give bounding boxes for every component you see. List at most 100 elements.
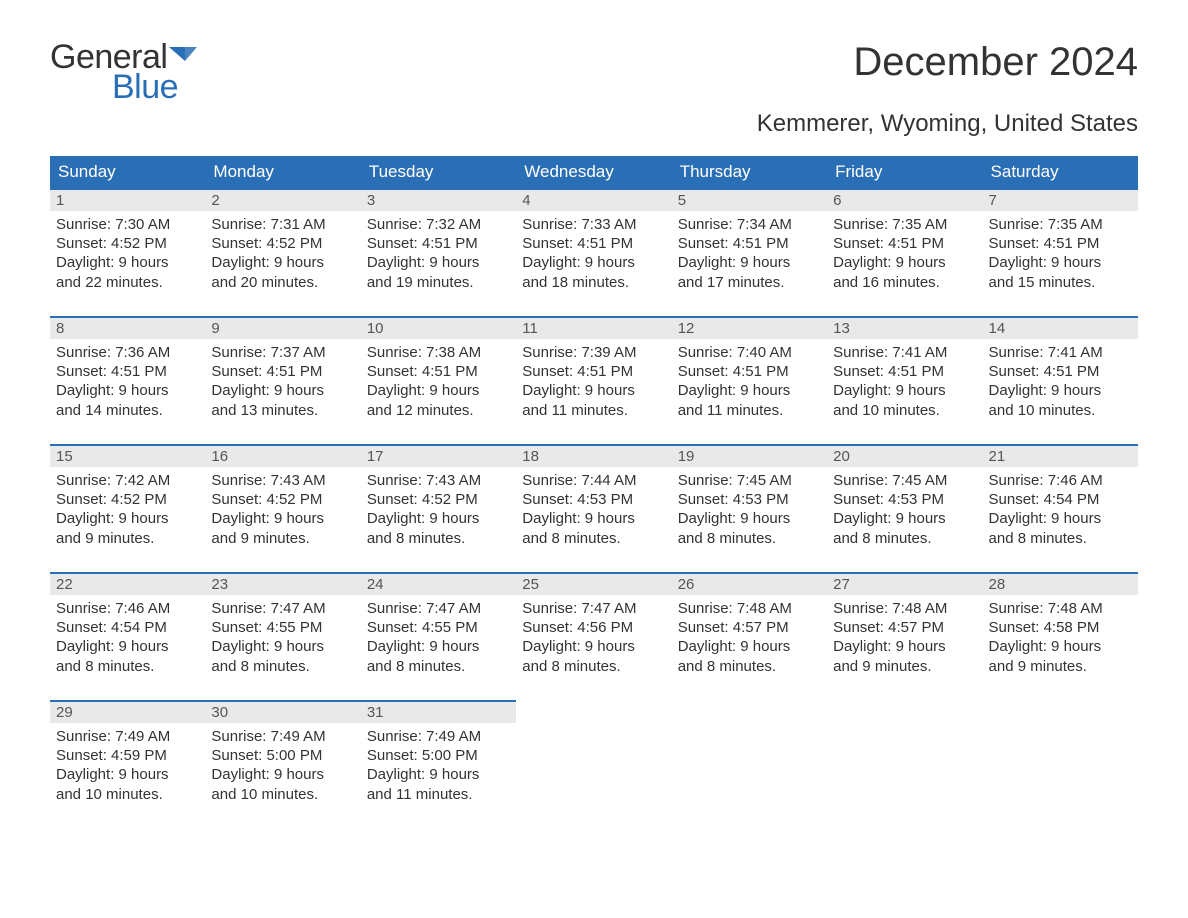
logo: General Blue xyxy=(50,40,197,104)
weekday-header: Wednesday xyxy=(516,156,671,189)
day-line-d2: and 20 minutes. xyxy=(211,273,354,292)
day-number: 15 xyxy=(50,446,205,467)
day-line-ss: Sunset: 4:58 PM xyxy=(989,618,1132,637)
calendar-week-row: 1Sunrise: 7:30 AMSunset: 4:52 PMDaylight… xyxy=(50,189,1138,317)
calendar-day-cell: 6Sunrise: 7:35 AMSunset: 4:51 PMDaylight… xyxy=(827,189,982,317)
day-details: Sunrise: 7:45 AMSunset: 4:53 PMDaylight:… xyxy=(672,467,827,554)
day-details: Sunrise: 7:31 AMSunset: 4:52 PMDaylight:… xyxy=(205,211,360,298)
calendar-day-cell: 4Sunrise: 7:33 AMSunset: 4:51 PMDaylight… xyxy=(516,189,671,317)
day-line-sr: Sunrise: 7:38 AM xyxy=(367,343,510,362)
day-number: 26 xyxy=(672,574,827,595)
calendar-day-cell xyxy=(516,701,671,829)
day-line-sr: Sunrise: 7:30 AM xyxy=(56,215,199,234)
day-line-d2: and 9 minutes. xyxy=(56,529,199,548)
day-details: Sunrise: 7:46 AMSunset: 4:54 PMDaylight:… xyxy=(50,595,205,682)
day-line-d2: and 12 minutes. xyxy=(367,401,510,420)
day-details: Sunrise: 7:45 AMSunset: 4:53 PMDaylight:… xyxy=(827,467,982,554)
calendar-day-cell: 11Sunrise: 7:39 AMSunset: 4:51 PMDayligh… xyxy=(516,317,671,445)
day-line-d2: and 11 minutes. xyxy=(678,401,821,420)
day-details: Sunrise: 7:32 AMSunset: 4:51 PMDaylight:… xyxy=(361,211,516,298)
day-line-d1: Daylight: 9 hours xyxy=(833,253,976,272)
calendar-day-cell: 26Sunrise: 7:48 AMSunset: 4:57 PMDayligh… xyxy=(672,573,827,701)
calendar-day-cell: 19Sunrise: 7:45 AMSunset: 4:53 PMDayligh… xyxy=(672,445,827,573)
day-line-d1: Daylight: 9 hours xyxy=(522,381,665,400)
day-details: Sunrise: 7:47 AMSunset: 4:55 PMDaylight:… xyxy=(361,595,516,682)
day-line-ss: Sunset: 4:51 PM xyxy=(833,234,976,253)
day-line-d1: Daylight: 9 hours xyxy=(56,381,199,400)
day-line-ss: Sunset: 4:51 PM xyxy=(56,362,199,381)
day-details: Sunrise: 7:46 AMSunset: 4:54 PMDaylight:… xyxy=(983,467,1138,554)
day-number: 4 xyxy=(516,190,671,211)
day-line-sr: Sunrise: 7:49 AM xyxy=(56,727,199,746)
day-line-sr: Sunrise: 7:42 AM xyxy=(56,471,199,490)
calendar-day-cell: 14Sunrise: 7:41 AMSunset: 4:51 PMDayligh… xyxy=(983,317,1138,445)
day-line-sr: Sunrise: 7:41 AM xyxy=(833,343,976,362)
day-line-sr: Sunrise: 7:41 AM xyxy=(989,343,1132,362)
day-line-d2: and 8 minutes. xyxy=(367,657,510,676)
day-details: Sunrise: 7:47 AMSunset: 4:56 PMDaylight:… xyxy=(516,595,671,682)
day-line-d1: Daylight: 9 hours xyxy=(367,253,510,272)
day-line-sr: Sunrise: 7:33 AM xyxy=(522,215,665,234)
day-line-sr: Sunrise: 7:47 AM xyxy=(211,599,354,618)
day-details: Sunrise: 7:35 AMSunset: 4:51 PMDaylight:… xyxy=(827,211,982,298)
calendar-day-cell: 20Sunrise: 7:45 AMSunset: 4:53 PMDayligh… xyxy=(827,445,982,573)
day-line-sr: Sunrise: 7:43 AM xyxy=(211,471,354,490)
day-line-d1: Daylight: 9 hours xyxy=(367,765,510,784)
day-details: Sunrise: 7:37 AMSunset: 4:51 PMDaylight:… xyxy=(205,339,360,426)
day-line-d2: and 10 minutes. xyxy=(56,785,199,804)
day-line-d1: Daylight: 9 hours xyxy=(989,253,1132,272)
day-details: Sunrise: 7:49 AMSunset: 4:59 PMDaylight:… xyxy=(50,723,205,810)
day-number: 5 xyxy=(672,190,827,211)
day-line-d1: Daylight: 9 hours xyxy=(211,253,354,272)
day-line-ss: Sunset: 4:57 PM xyxy=(833,618,976,637)
day-details: Sunrise: 7:48 AMSunset: 4:58 PMDaylight:… xyxy=(983,595,1138,682)
day-details: Sunrise: 7:36 AMSunset: 4:51 PMDaylight:… xyxy=(50,339,205,426)
day-line-ss: Sunset: 4:51 PM xyxy=(678,362,821,381)
day-details: Sunrise: 7:49 AMSunset: 5:00 PMDaylight:… xyxy=(205,723,360,810)
day-line-ss: Sunset: 4:54 PM xyxy=(56,618,199,637)
day-number: 2 xyxy=(205,190,360,211)
day-line-d1: Daylight: 9 hours xyxy=(367,637,510,656)
day-number: 28 xyxy=(983,574,1138,595)
logo-word2: Blue xyxy=(112,70,197,104)
day-line-ss: Sunset: 4:51 PM xyxy=(367,362,510,381)
calendar-day-cell: 13Sunrise: 7:41 AMSunset: 4:51 PMDayligh… xyxy=(827,317,982,445)
day-line-sr: Sunrise: 7:35 AM xyxy=(833,215,976,234)
day-line-sr: Sunrise: 7:49 AM xyxy=(367,727,510,746)
day-details: Sunrise: 7:41 AMSunset: 4:51 PMDaylight:… xyxy=(827,339,982,426)
day-line-d2: and 11 minutes. xyxy=(522,401,665,420)
day-line-ss: Sunset: 5:00 PM xyxy=(211,746,354,765)
day-line-d2: and 13 minutes. xyxy=(211,401,354,420)
calendar-day-cell: 25Sunrise: 7:47 AMSunset: 4:56 PMDayligh… xyxy=(516,573,671,701)
day-line-d1: Daylight: 9 hours xyxy=(211,381,354,400)
day-line-d2: and 22 minutes. xyxy=(56,273,199,292)
day-line-sr: Sunrise: 7:47 AM xyxy=(522,599,665,618)
day-number: 1 xyxy=(50,190,205,211)
day-line-ss: Sunset: 4:51 PM xyxy=(833,362,976,381)
weekday-header-row: SundayMondayTuesdayWednesdayThursdayFrid… xyxy=(50,156,1138,189)
calendar-day-cell: 16Sunrise: 7:43 AMSunset: 4:52 PMDayligh… xyxy=(205,445,360,573)
day-details: Sunrise: 7:43 AMSunset: 4:52 PMDaylight:… xyxy=(205,467,360,554)
day-line-d1: Daylight: 9 hours xyxy=(56,637,199,656)
day-line-d2: and 9 minutes. xyxy=(989,657,1132,676)
day-line-ss: Sunset: 4:52 PM xyxy=(367,490,510,509)
day-details: Sunrise: 7:30 AMSunset: 4:52 PMDaylight:… xyxy=(50,211,205,298)
day-number: 12 xyxy=(672,318,827,339)
day-line-ss: Sunset: 4:53 PM xyxy=(522,490,665,509)
day-line-d2: and 14 minutes. xyxy=(56,401,199,420)
day-line-d2: and 10 minutes. xyxy=(989,401,1132,420)
calendar-day-cell: 18Sunrise: 7:44 AMSunset: 4:53 PMDayligh… xyxy=(516,445,671,573)
calendar-day-cell: 8Sunrise: 7:36 AMSunset: 4:51 PMDaylight… xyxy=(50,317,205,445)
day-details: Sunrise: 7:48 AMSunset: 4:57 PMDaylight:… xyxy=(672,595,827,682)
day-line-d1: Daylight: 9 hours xyxy=(522,253,665,272)
day-details: Sunrise: 7:40 AMSunset: 4:51 PMDaylight:… xyxy=(672,339,827,426)
day-line-d2: and 10 minutes. xyxy=(211,785,354,804)
calendar-day-cell: 3Sunrise: 7:32 AMSunset: 4:51 PMDaylight… xyxy=(361,189,516,317)
day-details: Sunrise: 7:34 AMSunset: 4:51 PMDaylight:… xyxy=(672,211,827,298)
calendar-week-row: 22Sunrise: 7:46 AMSunset: 4:54 PMDayligh… xyxy=(50,573,1138,701)
weekday-header: Tuesday xyxy=(361,156,516,189)
weekday-header: Thursday xyxy=(672,156,827,189)
calendar-day-cell: 17Sunrise: 7:43 AMSunset: 4:52 PMDayligh… xyxy=(361,445,516,573)
day-number: 24 xyxy=(361,574,516,595)
day-line-sr: Sunrise: 7:39 AM xyxy=(522,343,665,362)
